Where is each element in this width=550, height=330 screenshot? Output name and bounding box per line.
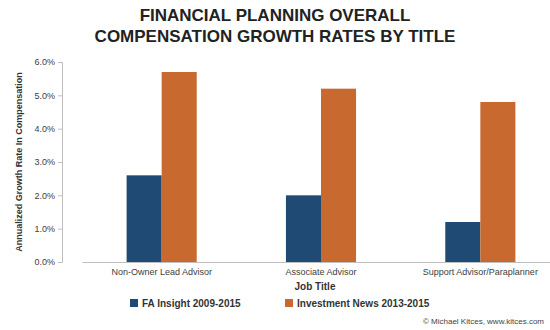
legend-swatch	[130, 299, 138, 307]
chart: FINANCIAL PLANNING OVERALL COMPENSATION G…	[0, 0, 550, 330]
tick: 0.0%	[34, 257, 62, 267]
tick-mark	[58, 262, 62, 263]
tick: 5.0%	[34, 91, 62, 101]
tick-mark	[58, 162, 62, 163]
axis-line	[58, 63, 63, 263]
title: FINANCIAL PLANNING OVERALL	[140, 6, 411, 25]
legend: FA Insight 2009-2015 Investment News 2013…	[130, 298, 430, 309]
bar	[480, 102, 515, 262]
tick-label: 6.0%	[34, 57, 55, 67]
tick-label: Non-Owner Lead Advisor	[111, 267, 212, 277]
tick-mark	[58, 62, 62, 63]
tick-label: 2.0%	[34, 191, 55, 201]
axis-line	[83, 262, 550, 263]
x-axis: Non-Owner Lead Advisor Associate Advisor S…	[83, 262, 550, 277]
tick-mark	[58, 229, 62, 230]
tick: 3.0%	[34, 157, 62, 167]
tick-label: 3.0%	[34, 157, 55, 167]
tick-label: 1.0%	[34, 224, 55, 234]
legend-swatch	[285, 299, 293, 307]
bar	[445, 222, 480, 262]
tick: Support Advisor/Paraplanner	[423, 262, 538, 277]
tick: 4.0%	[34, 124, 62, 134]
tick: 6.0%	[34, 57, 62, 67]
tick: Associate Advisor	[285, 262, 356, 277]
tick-label: 5.0%	[34, 91, 55, 101]
bar	[286, 195, 321, 262]
tick-label: 4.0%	[34, 124, 55, 134]
tick-mark	[58, 195, 62, 196]
y-axis-title: Annualized Growth Rate In Compensation	[14, 72, 24, 252]
bar	[162, 72, 197, 262]
bars	[127, 72, 516, 262]
legend-label: Investment News 2013-2015	[297, 298, 430, 309]
bar	[321, 89, 356, 262]
tick-mark	[58, 129, 62, 130]
tick: 1.0%	[34, 224, 62, 234]
title: COMPENSATION GROWTH RATES BY TITLE	[95, 27, 456, 46]
tick-mark	[58, 95, 62, 96]
y-axis: 0.0% 1.0% 2.0% 3.0% 4.0% 5.0% 6.0%	[34, 57, 62, 267]
tick: Non-Owner Lead Advisor	[111, 262, 212, 277]
bar	[127, 175, 162, 262]
annotation: © Michael Kitces, www.kitces.com	[423, 317, 544, 326]
tick-label: 0.0%	[34, 257, 55, 267]
tick: 2.0%	[34, 191, 62, 201]
legend-label: FA Insight 2009-2015	[142, 298, 241, 309]
tick-label: Support Advisor/Paraplanner	[423, 267, 538, 277]
x-axis-title: Job Title	[295, 281, 336, 292]
tick-label: Associate Advisor	[285, 267, 356, 277]
